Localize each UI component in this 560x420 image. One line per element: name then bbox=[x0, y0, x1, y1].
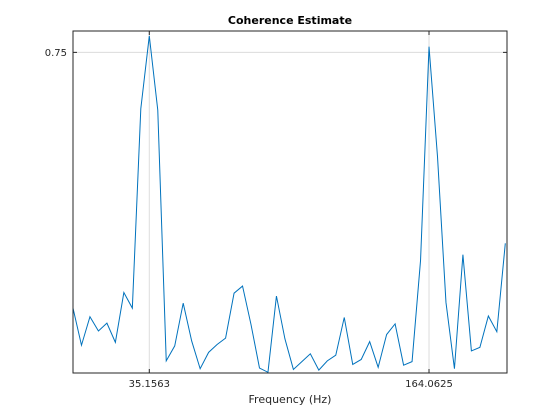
series-layer bbox=[72, 35, 506, 374]
axis-ticks: 35.1563 164.0625 0.75 bbox=[45, 31, 507, 390]
x-tick-label: 35.1563 bbox=[129, 379, 170, 390]
plot-area-frame bbox=[72, 30, 508, 374]
grid-lines bbox=[73, 31, 507, 373]
chart-title: Coherence Estimate bbox=[228, 14, 352, 27]
y-tick-label: 0.75 bbox=[45, 48, 67, 59]
x-axis-label: Frequency (Hz) bbox=[249, 393, 332, 406]
coherence-line bbox=[72, 35, 506, 374]
x-tick-label: 164.0625 bbox=[405, 379, 453, 390]
